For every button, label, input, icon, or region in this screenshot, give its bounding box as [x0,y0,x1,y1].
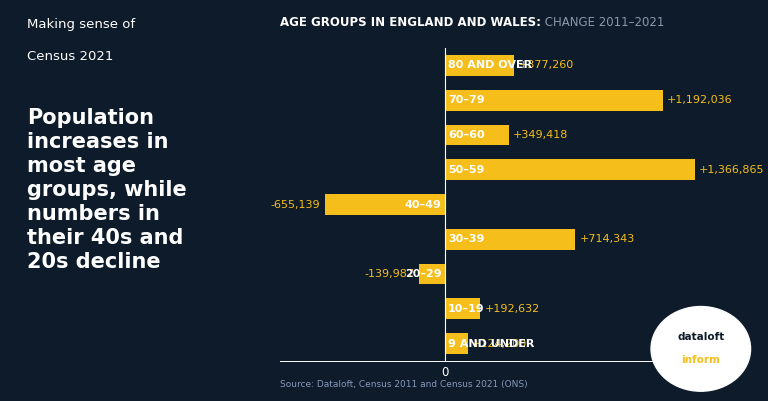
Text: 40–49: 40–49 [405,200,442,209]
Text: AGE GROUPS IN ENGLAND AND WALES:: AGE GROUPS IN ENGLAND AND WALES: [280,16,541,29]
Text: +1,192,036: +1,192,036 [667,95,733,105]
Text: Source: Dataloft, Census 2011 and Census 2021 (ONS): Source: Dataloft, Census 2011 and Census… [280,380,528,389]
Text: 80 AND OVER: 80 AND OVER [448,61,532,71]
Text: 30–39: 30–39 [448,234,485,244]
Text: 20–29: 20–29 [405,269,442,279]
Bar [419,263,445,284]
Text: Census 2021: Census 2021 [28,50,114,63]
Text: 10–19: 10–19 [448,304,485,314]
Bar [445,159,695,180]
Text: +192,632: +192,632 [485,304,540,314]
Text: Population
increases in
most age
groups, while
numbers in
their 40s and
20s decl: Population increases in most age groups,… [28,108,187,272]
Bar [445,90,663,111]
Text: +349,418: +349,418 [513,130,568,140]
Bar [445,229,575,250]
Text: 50–59: 50–59 [448,165,485,175]
Bar [325,194,445,215]
Text: -139,987: -139,987 [365,269,415,279]
Text: Making sense of: Making sense of [28,18,135,31]
Text: 9 AND UNDER: 9 AND UNDER [448,338,535,348]
Text: dataloft: dataloft [677,332,724,342]
Text: CHANGE 2011–2021: CHANGE 2011–2021 [541,16,664,29]
Text: inform: inform [681,355,720,365]
Text: -655,139: -655,139 [271,200,320,209]
Text: 70–79: 70–79 [448,95,485,105]
Circle shape [651,306,750,391]
Text: +1,366,865: +1,366,865 [699,165,765,175]
Text: +124,200: +124,200 [472,338,528,348]
Bar [445,333,468,354]
Bar [445,55,514,76]
Text: 60–60: 60–60 [448,130,485,140]
Text: +377,260: +377,260 [518,61,574,71]
Text: +714,343: +714,343 [580,234,635,244]
Bar [445,125,508,146]
Bar [445,298,480,319]
